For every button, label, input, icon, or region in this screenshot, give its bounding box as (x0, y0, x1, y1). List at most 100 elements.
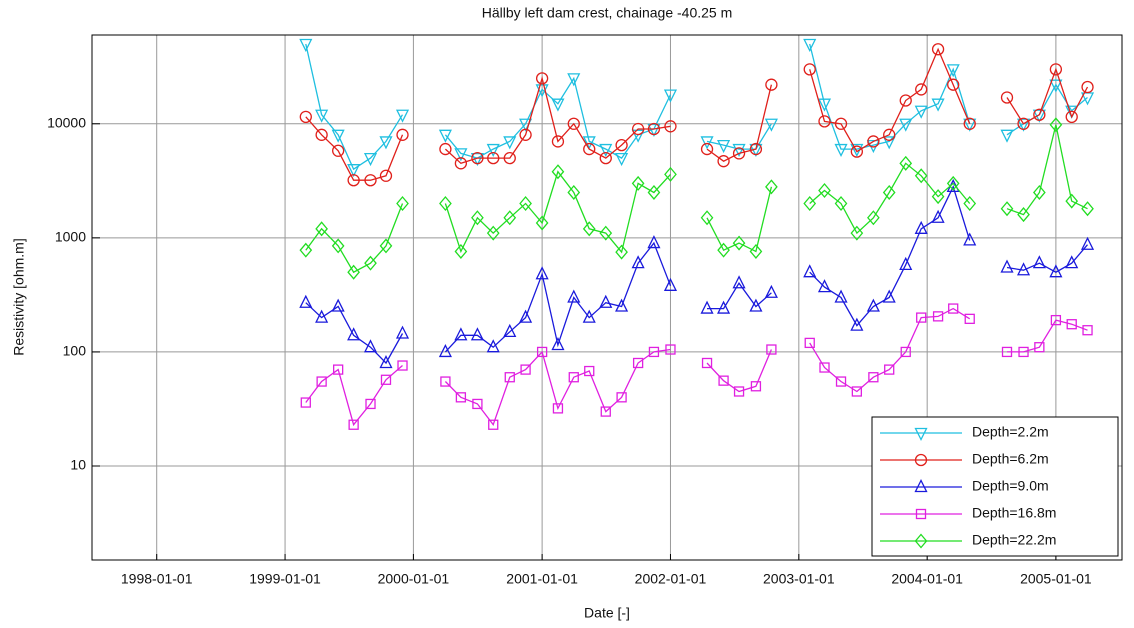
marker (914, 168, 928, 184)
marker (1080, 236, 1095, 250)
marker (600, 406, 611, 417)
marker (379, 238, 393, 254)
marker (454, 327, 468, 341)
marker (315, 221, 328, 237)
marker (931, 209, 945, 223)
marker (486, 225, 500, 241)
marker (396, 196, 409, 212)
marker (504, 372, 515, 383)
y-axis-label: Resistivity [ohm.m] (11, 238, 27, 355)
marker (567, 184, 581, 200)
marker (851, 386, 863, 397)
marker (347, 264, 360, 280)
marker (931, 43, 945, 56)
marker (963, 118, 977, 132)
marker (454, 157, 468, 170)
marker (850, 145, 864, 158)
marker (331, 129, 345, 143)
marker (663, 89, 678, 103)
marker (701, 357, 713, 369)
marker (647, 122, 661, 136)
legend-label: Depth=22.2m (972, 532, 1056, 548)
marker (1082, 325, 1093, 336)
marker (932, 311, 944, 322)
marker (947, 78, 960, 91)
marker (732, 147, 746, 160)
x-tick-label: 2000-01-01 (378, 571, 450, 587)
marker (519, 309, 533, 323)
marker (700, 210, 714, 226)
marker (866, 298, 880, 312)
marker (764, 284, 778, 298)
marker (486, 339, 500, 353)
marker (899, 155, 913, 171)
marker (914, 105, 928, 119)
marker (717, 242, 730, 258)
marker (632, 357, 644, 369)
marker (834, 196, 848, 212)
marker (819, 362, 830, 373)
marker (948, 303, 959, 314)
marker (1016, 262, 1031, 276)
marker (347, 174, 360, 187)
marker (503, 210, 517, 226)
marker (817, 98, 832, 112)
marker (582, 221, 596, 237)
x-tick-label: 2005-01-01 (1020, 571, 1092, 587)
marker (733, 386, 745, 397)
series-line (305, 124, 1088, 274)
series-line (305, 307, 1088, 427)
y-tick-label: 10000 (47, 114, 86, 130)
marker (567, 289, 581, 303)
marker (454, 148, 468, 162)
marker (850, 317, 864, 331)
marker (931, 98, 945, 112)
marker (348, 419, 359, 430)
marker (438, 129, 452, 143)
marker (519, 128, 532, 141)
legend: Depth=2.2m Depth=6.2m Depth=9.0m Depth=16.8… (871, 416, 1119, 557)
marker (868, 372, 879, 383)
marker (765, 179, 778, 195)
marker (1032, 255, 1046, 269)
marker (300, 397, 311, 408)
marker (700, 300, 714, 314)
marker (1033, 108, 1046, 121)
marker (1016, 118, 1031, 132)
marker (615, 244, 628, 260)
series-line (305, 185, 1088, 365)
marker (764, 118, 778, 132)
marker (818, 115, 831, 128)
marker (472, 398, 483, 410)
marker (665, 344, 676, 355)
marker (551, 98, 565, 112)
marker (552, 403, 564, 414)
marker (631, 175, 645, 191)
marker (817, 279, 832, 293)
marker (551, 135, 565, 148)
marker (316, 376, 327, 387)
marker (454, 243, 468, 259)
marker (631, 122, 645, 136)
marker (535, 215, 549, 231)
marker (900, 346, 911, 358)
marker (365, 398, 376, 410)
marker (299, 242, 313, 258)
marker (1018, 346, 1029, 358)
marker (584, 365, 595, 377)
marker (397, 360, 408, 371)
marker (379, 169, 393, 182)
marker (1049, 79, 1063, 93)
marker (663, 277, 678, 291)
legend-label: Depth=9.0m (972, 478, 1049, 494)
marker (599, 225, 613, 241)
marker (750, 381, 762, 392)
marker (299, 294, 313, 308)
marker (700, 136, 714, 150)
marker (299, 110, 312, 123)
marker (1017, 117, 1030, 130)
marker (899, 118, 913, 132)
marker (1001, 346, 1013, 358)
marker (882, 289, 896, 303)
